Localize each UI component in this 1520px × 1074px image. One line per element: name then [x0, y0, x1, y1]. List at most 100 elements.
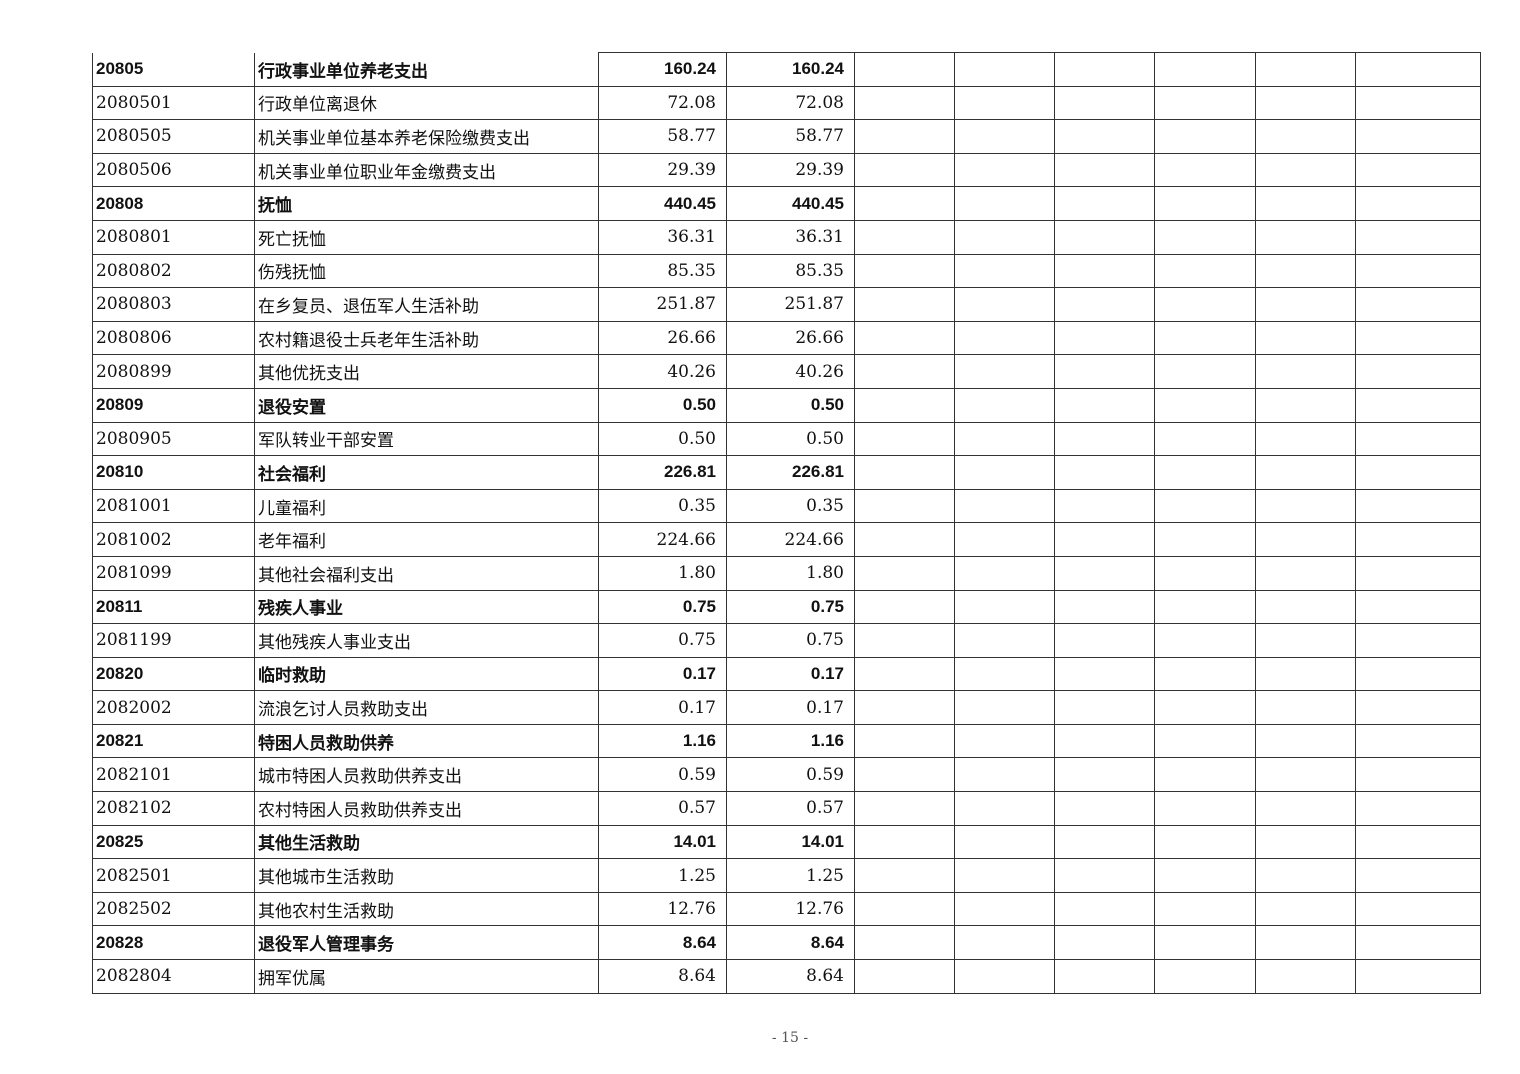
- empty-cell: [854, 791, 955, 826]
- empty-cell: [1154, 858, 1256, 893]
- value-cell: 58.77: [598, 119, 727, 154]
- empty-cell: [854, 522, 955, 557]
- name-cell: 退役军人管理事务: [254, 925, 599, 961]
- name-cell: 机关事业单位职业年金缴费支出: [254, 152, 599, 188]
- empty-cell: [1255, 959, 1356, 994]
- name-cell: 其他生活救助: [254, 824, 599, 860]
- name-cell: 死亡抚恤: [254, 219, 599, 255]
- value-cell: 226.81: [726, 455, 855, 490]
- empty-cell: [1255, 589, 1356, 625]
- table-row: 2081002 老年福利 224.66 224.66: [92, 522, 1481, 557]
- name-cell: 行政事业单位养老支出: [254, 52, 599, 87]
- empty-cell: [1154, 522, 1256, 557]
- value-cell: 1.16: [726, 723, 855, 759]
- table-row-category: 20828 退役军人管理事务 8.64 8.64: [92, 925, 1481, 961]
- value-cell: 8.64: [598, 959, 727, 994]
- code-cell: 2080505: [92, 119, 255, 154]
- empty-cell: [1355, 723, 1481, 759]
- empty-cell: [954, 891, 1055, 927]
- table-row-category: 20821 特困人员救助供养 1.16 1.16: [92, 723, 1481, 759]
- empty-cell: [1355, 52, 1481, 87]
- empty-cell: [1154, 287, 1256, 322]
- code-cell: 20808: [92, 186, 255, 221]
- empty-cell: [1154, 723, 1256, 759]
- value-cell: 36.31: [598, 219, 727, 255]
- code-cell: 20809: [92, 387, 255, 423]
- name-cell: 机关事业单位基本养老保险缴费支出: [254, 119, 599, 154]
- empty-cell: [1154, 925, 1256, 961]
- value-cell: 1.80: [726, 555, 855, 591]
- code-cell: 2080803: [92, 287, 255, 322]
- empty-cell: [954, 186, 1055, 221]
- name-cell: 儿童福利: [254, 488, 599, 524]
- empty-cell: [1355, 891, 1481, 927]
- empty-cell: [1355, 354, 1481, 389]
- empty-cell: [1355, 959, 1481, 994]
- empty-cell: [1154, 623, 1256, 658]
- empty-cell: [1054, 354, 1155, 389]
- empty-cell: [854, 186, 955, 221]
- empty-cell: [854, 757, 955, 793]
- code-cell: 20811: [92, 589, 255, 625]
- empty-cell: [854, 925, 955, 961]
- empty-cell: [954, 421, 1055, 457]
- table-row-category: 20808 抚恤 440.45 440.45: [92, 186, 1481, 221]
- value-cell: 0.50: [726, 387, 855, 423]
- value-cell: 12.76: [598, 891, 727, 927]
- empty-cell: [1054, 152, 1155, 188]
- table-row-category: 20810 社会福利 226.81 226.81: [92, 455, 1481, 490]
- empty-cell: [1154, 656, 1256, 692]
- value-cell: 0.50: [726, 421, 855, 457]
- code-cell: 20810: [92, 455, 255, 490]
- empty-cell: [854, 455, 955, 490]
- value-cell: 440.45: [726, 186, 855, 221]
- empty-cell: [854, 85, 955, 121]
- empty-cell: [1355, 421, 1481, 457]
- value-cell: 1.25: [598, 858, 727, 893]
- code-cell: 2081099: [92, 555, 255, 591]
- empty-cell: [1154, 387, 1256, 423]
- table-row: 2081199 其他残疾人事业支出 0.75 0.75: [92, 623, 1481, 658]
- value-cell: 14.01: [726, 824, 855, 860]
- empty-cell: [854, 219, 955, 255]
- code-cell: 2081002: [92, 522, 255, 557]
- empty-cell: [1255, 925, 1356, 961]
- empty-cell: [954, 455, 1055, 490]
- table-row: 2082002 流浪乞讨人员救助支出 0.17 0.17: [92, 690, 1481, 725]
- empty-cell: [1255, 387, 1356, 423]
- table-row: 2080806 农村籍退役士兵老年生活补助 26.66 26.66: [92, 320, 1481, 356]
- value-cell: 29.39: [598, 152, 727, 188]
- empty-cell: [1255, 253, 1356, 289]
- name-cell: 农村籍退役士兵老年生活补助: [254, 320, 599, 356]
- empty-cell: [1355, 287, 1481, 322]
- name-cell: 其他城市生活救助: [254, 858, 599, 893]
- name-cell: 其他农村生活救助: [254, 891, 599, 927]
- empty-cell: [854, 152, 955, 188]
- code-cell: 2082804: [92, 959, 255, 994]
- empty-cell: [1355, 85, 1481, 121]
- empty-cell: [954, 119, 1055, 154]
- empty-cell: [954, 690, 1055, 725]
- empty-cell: [1355, 320, 1481, 356]
- value-cell: 1.80: [598, 555, 727, 591]
- empty-cell: [1154, 219, 1256, 255]
- empty-cell: [1355, 925, 1481, 961]
- value-cell: 85.35: [726, 253, 855, 289]
- table-row: 2081099 其他社会福利支出 1.80 1.80: [92, 555, 1481, 591]
- value-cell: 440.45: [598, 186, 727, 221]
- name-cell: 特困人员救助供养: [254, 723, 599, 759]
- table-row-category: 20811 残疾人事业 0.75 0.75: [92, 589, 1481, 625]
- value-cell: 29.39: [726, 152, 855, 188]
- value-cell: 160.24: [726, 52, 855, 87]
- empty-cell: [1355, 152, 1481, 188]
- empty-cell: [954, 85, 1055, 121]
- empty-cell: [1054, 455, 1155, 490]
- name-cell: 临时救助: [254, 656, 599, 692]
- value-cell: 0.59: [598, 757, 727, 793]
- empty-cell: [1355, 488, 1481, 524]
- value-cell: 0.57: [598, 791, 727, 826]
- empty-cell: [854, 555, 955, 591]
- value-cell: 26.66: [598, 320, 727, 356]
- value-cell: 226.81: [598, 455, 727, 490]
- code-cell: 20821: [92, 723, 255, 759]
